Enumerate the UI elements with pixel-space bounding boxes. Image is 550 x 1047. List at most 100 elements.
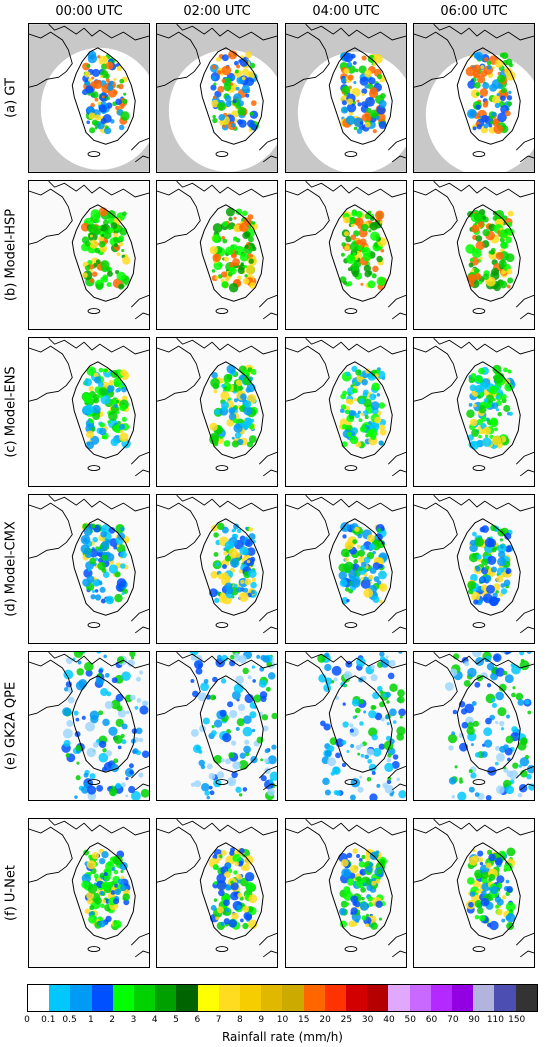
map — [286, 819, 406, 958]
colorbar-tick-label: 60 — [425, 1015, 438, 1025]
colorbar-segment — [197, 985, 219, 1011]
map-panel — [156, 180, 278, 330]
colorbar-tick-label: 10 — [276, 1015, 289, 1025]
map — [286, 495, 406, 634]
map-panel — [28, 23, 150, 173]
row-label: (d) Model-CMX — [0, 494, 22, 644]
map-panel — [28, 337, 150, 487]
map-panel — [156, 494, 278, 644]
colorbar-tick-label: 7 — [215, 1015, 222, 1025]
colorbar-tick-label: 1 — [88, 1015, 94, 1025]
map-panel — [285, 494, 407, 644]
map-panel — [413, 180, 535, 330]
map-panel — [285, 180, 407, 330]
map-panel — [28, 180, 150, 330]
map — [29, 652, 149, 800]
colorbar-tick-label: 30 — [361, 1015, 374, 1025]
map — [414, 24, 534, 172]
map-panel — [28, 818, 150, 968]
colorbar-tick-label: 0.5 — [62, 1015, 77, 1025]
map — [414, 495, 534, 634]
colorbar-segment — [112, 985, 135, 1011]
row-label: (c) Model-ENS — [0, 337, 22, 487]
row-label-text: (d) Model-CMX — [3, 521, 19, 617]
row-label: (b) Model-HSP — [0, 180, 22, 330]
colorbar-segment — [388, 985, 410, 1011]
colorbar-tick-label: 150 — [508, 1015, 526, 1025]
row-label-text: (f) U-Net — [3, 865, 19, 921]
map — [157, 819, 277, 958]
map — [286, 181, 406, 320]
colorbar-segment — [303, 985, 325, 1011]
map — [29, 24, 149, 172]
map — [157, 495, 277, 634]
colorbar-tick-label: 5 — [173, 1015, 179, 1025]
colorbar-segment — [409, 985, 431, 1011]
colorbar-title: Rainfall rate (mm/h) — [221, 1030, 343, 1044]
colorbar-segment — [155, 985, 177, 1011]
map-panel — [285, 337, 407, 487]
colorbar-segment — [346, 985, 368, 1011]
colorbar-tick-label: 8 — [237, 1015, 243, 1025]
colorbar-tick-label: 50 — [404, 1015, 416, 1025]
map — [157, 652, 277, 800]
colorbar — [27, 984, 538, 1012]
colorbar-segment — [515, 985, 537, 1011]
column-title: 04:00 UTC — [312, 4, 380, 19]
map — [29, 181, 149, 320]
colorbar-segment — [261, 985, 283, 1011]
colorbar-segment — [473, 985, 495, 1011]
row-label: (a) GT — [0, 23, 22, 173]
column-title: 00:00 UTC — [55, 4, 123, 19]
map-panel — [285, 23, 407, 173]
map-panel — [413, 651, 535, 801]
colorbar-segment — [240, 985, 262, 1011]
colorbar-tick-label: 2 — [109, 1015, 116, 1025]
row-label-text: (e) GK2A QPE — [3, 681, 19, 771]
map-panel — [156, 651, 278, 801]
colorbar-segment — [494, 985, 516, 1011]
map — [414, 819, 534, 958]
colorbar-tick-label: 90 — [468, 1015, 480, 1025]
map-panel — [156, 23, 278, 173]
row-label-text: (b) Model-HSP — [3, 208, 19, 302]
map — [29, 495, 149, 634]
map — [29, 338, 149, 477]
map — [157, 338, 277, 477]
colorbar-tick-label: 0.1 — [41, 1015, 56, 1025]
map-panel — [285, 818, 407, 968]
colorbar-tick-label: 9 — [258, 1015, 265, 1025]
row-label-text: (a) GT — [3, 78, 19, 118]
colorbar-segment — [218, 985, 241, 1011]
map — [29, 819, 149, 958]
colorbar-tick-label: 20 — [319, 1015, 331, 1025]
map — [414, 652, 534, 800]
colorbar-segment — [324, 985, 347, 1011]
colorbar-segment — [430, 985, 453, 1011]
map-panel — [413, 337, 535, 487]
colorbar-segment — [49, 985, 71, 1011]
map-panel — [28, 494, 150, 644]
colorbar-segment — [91, 985, 113, 1011]
map-panel — [413, 494, 535, 644]
colorbar-segment — [367, 985, 389, 1011]
map — [286, 338, 406, 477]
map-panel — [156, 818, 278, 968]
colorbar-tick-label: 15 — [298, 1015, 310, 1025]
colorbar-tick-label: 40 — [383, 1015, 395, 1025]
map-panel — [28, 651, 150, 801]
colorbar-tick-label: 0 — [24, 1015, 30, 1025]
column-title: 06:00 UTC — [440, 4, 508, 19]
map-panel — [413, 23, 535, 173]
colorbar-segment — [176, 985, 198, 1011]
row-label: (f) U-Net — [0, 818, 22, 968]
map — [286, 24, 406, 172]
colorbar-tick-label: 110 — [486, 1015, 504, 1025]
colorbar-tick-label: 6 — [194, 1015, 201, 1025]
colorbar-segment — [70, 985, 92, 1011]
column-title: 02:00 UTC — [183, 4, 251, 19]
map-panel — [156, 337, 278, 487]
colorbar-tick-label: 4 — [151, 1015, 158, 1025]
row-label: (e) GK2A QPE — [0, 651, 22, 801]
row-label-text: (c) Model-ENS — [3, 366, 19, 458]
